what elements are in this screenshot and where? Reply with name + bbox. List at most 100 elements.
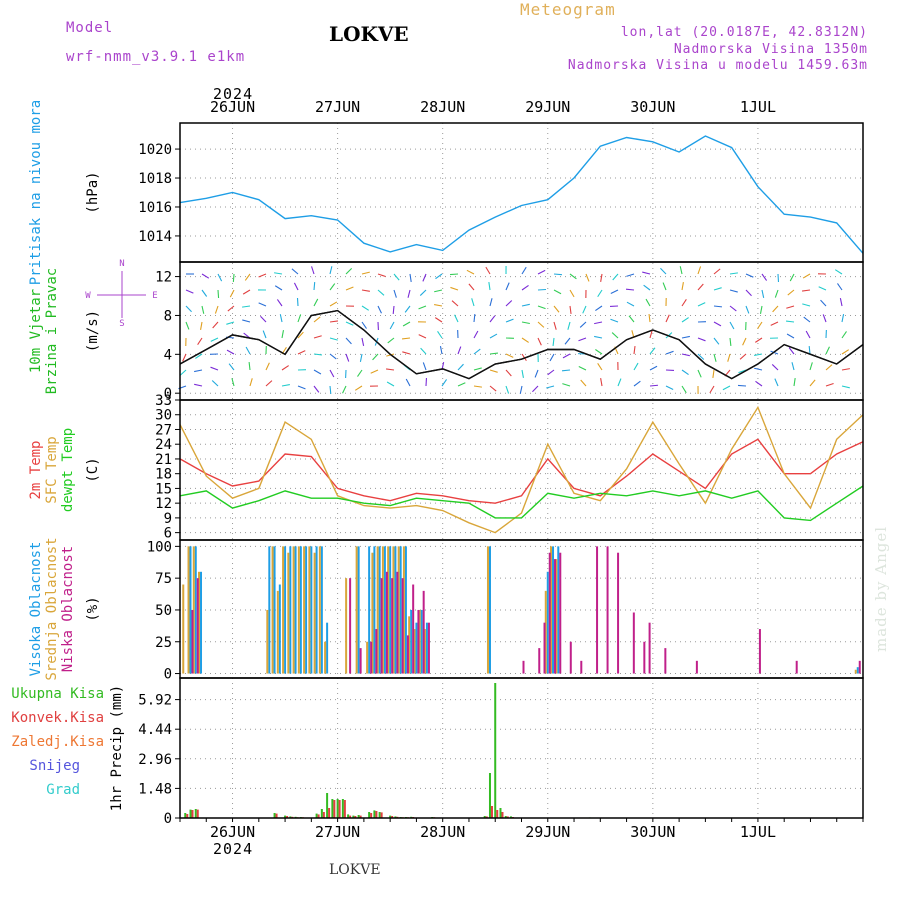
cloud_mid-bar — [366, 641, 369, 674]
wind-arrow — [245, 346, 251, 355]
cloud_mid-bar — [287, 552, 290, 674]
wind-arrow — [329, 353, 337, 360]
y-axis-title: Niska Oblacnost — [60, 546, 76, 672]
precip-legend-entry: Zaledj.Kisa — [11, 734, 104, 750]
wind-arrow — [297, 350, 306, 355]
wind-arrow — [626, 273, 635, 277]
y-tick-label: 8 — [164, 308, 172, 324]
wind-arrow — [759, 305, 763, 314]
precip_conv-bar — [490, 806, 493, 818]
panel-frame — [179, 261, 864, 401]
wind-arrow — [451, 300, 459, 307]
cloud_low-bar — [648, 622, 651, 674]
wind-arrow — [521, 303, 530, 307]
wind-arrow — [377, 273, 386, 278]
cloud_low-bar — [191, 609, 194, 674]
precip_total-bar — [341, 799, 344, 818]
wind-arrow — [633, 345, 636, 355]
cloud_low-bar — [695, 660, 698, 674]
wind-arrow — [211, 380, 219, 387]
wind-arrow — [628, 315, 635, 323]
wind-arrow — [488, 282, 491, 291]
wind-arrow — [578, 366, 587, 371]
y-axis-title: Brzina i Pravac — [44, 268, 60, 394]
precip_conv-bar — [375, 811, 378, 818]
wind-arrow — [291, 268, 299, 275]
cloud_mid-bar — [303, 546, 306, 674]
day-label-bottom: 27JUN — [315, 823, 360, 841]
wind-arrow — [281, 365, 289, 371]
wind-arrow — [345, 321, 354, 326]
wind-arrow — [505, 318, 514, 323]
wind-arrow — [313, 353, 323, 356]
cloud_mid-bar — [854, 669, 857, 674]
wind-arrow — [422, 362, 427, 371]
cloud_mid-bar — [408, 616, 411, 674]
wind-arrow — [837, 283, 843, 291]
wind-arrow — [249, 378, 253, 387]
pressure-line — [179, 135, 864, 254]
wind-arrow — [201, 289, 208, 297]
wind-arrow — [265, 362, 270, 371]
wind-arrow — [761, 273, 768, 281]
wind-arrow — [419, 289, 427, 296]
wind-arrow — [633, 362, 639, 371]
cloud_mid-bar — [187, 546, 190, 674]
wind-arrow — [210, 337, 219, 342]
day-label-top: 28JUN — [420, 98, 465, 116]
cloud_high-bar — [415, 622, 418, 674]
wind-arrow — [521, 321, 530, 325]
precip_conv-bar — [501, 812, 504, 818]
precip_conv-bar — [349, 815, 352, 818]
cloud_low-bar — [385, 571, 388, 674]
panel-frame — [179, 122, 864, 263]
cloud_mid-bar — [371, 552, 374, 674]
cloud_low-bar — [427, 622, 430, 674]
precip_total-bar — [378, 812, 381, 818]
wind-arrow — [185, 289, 194, 294]
wind-arrow — [434, 289, 443, 293]
cloud_high-bar — [194, 546, 197, 674]
cloud_high-bar — [299, 546, 302, 674]
wind-arrow — [385, 368, 395, 371]
wind-arrow — [681, 298, 687, 307]
wind-arrow — [505, 353, 514, 358]
wind-arrow — [450, 286, 459, 291]
wind-arrow — [242, 289, 251, 295]
wind-arrow — [485, 266, 491, 275]
wind-arrow — [217, 273, 223, 282]
temp_2m-line — [179, 438, 864, 504]
wind-arrow — [665, 385, 674, 391]
wind-arrow — [521, 353, 527, 361]
wind-arrow — [377, 305, 382, 314]
cloud_mid-bar — [423, 629, 426, 674]
wind-arrow — [329, 320, 339, 323]
wind-arrow — [313, 281, 316, 291]
wind-arrow — [361, 305, 370, 311]
wind-arrow — [217, 289, 220, 299]
wind-arrow — [357, 369, 363, 377]
wind-arrow — [265, 380, 273, 387]
cloud_high-bar — [315, 546, 318, 674]
precip_conv-bar — [191, 810, 194, 818]
cloud_mid-bar — [355, 546, 358, 674]
wind-arrow — [345, 353, 350, 362]
wind-arrow — [345, 267, 353, 275]
wind-arrow — [722, 385, 731, 391]
day-label-bottom: 30JUN — [630, 823, 675, 841]
wind-arrow — [454, 314, 459, 323]
cloud_high-bar — [420, 609, 423, 674]
cloud_low-bar — [391, 578, 394, 674]
wind-arrow — [761, 289, 765, 298]
wind-arrow — [774, 289, 779, 298]
wind-arrow — [841, 385, 850, 389]
cloud_low-bar — [375, 629, 378, 674]
wind-arrow — [681, 335, 690, 339]
precip_total-bar — [394, 816, 397, 818]
cloud_high-bar — [294, 546, 297, 674]
wind-arrow — [405, 378, 411, 387]
wind-arrow — [345, 337, 352, 345]
wind-arrow — [329, 301, 338, 307]
wind-arrow — [755, 337, 763, 343]
wind-arrow — [786, 305, 795, 309]
